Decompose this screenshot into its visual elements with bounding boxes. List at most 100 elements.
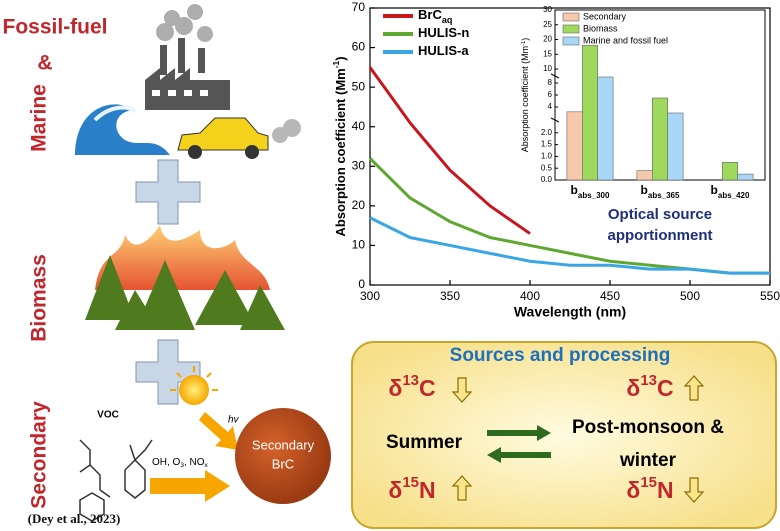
source-label: Fossil-fuel bbox=[2, 16, 107, 39]
isotope-label-part: C bbox=[657, 375, 674, 401]
x-tick-label: 300 bbox=[360, 289, 380, 303]
axis-break bbox=[550, 117, 560, 123]
y-axis-label-part: ) bbox=[333, 56, 348, 60]
oxidant-label-part: OH, O bbox=[152, 457, 181, 468]
inset-x-tick-label: babs_300 bbox=[571, 183, 610, 199]
isotope-label-part: 15 bbox=[640, 474, 657, 491]
inset-y-axis-label-part: -1 bbox=[521, 41, 527, 46]
inset-legend-label: Secondary bbox=[583, 11, 627, 21]
inset-y-tick-label: 6 bbox=[548, 90, 553, 99]
x-tick-label: 350 bbox=[440, 289, 460, 303]
oxidant-label-part: 3 bbox=[180, 462, 184, 469]
inset-y-axis-label-part: ) bbox=[520, 38, 530, 41]
data-line bbox=[369, 216, 770, 275]
x-tick-label: 400 bbox=[520, 289, 540, 303]
y-tick-label: 70 bbox=[352, 0, 366, 14]
isotope-label-part: N bbox=[419, 477, 436, 503]
inset-y-tick-label: 20 bbox=[543, 35, 552, 44]
isotope-label-part: δ bbox=[626, 477, 640, 503]
inset-y-tick-label: 25 bbox=[543, 20, 552, 29]
inset-y-tick-label: 2.0 bbox=[541, 128, 553, 137]
y-tick-label: 60 bbox=[352, 40, 366, 54]
brc-label: BrC bbox=[272, 456, 294, 471]
x-tick-label: 500 bbox=[680, 289, 700, 303]
legend-label-part: HULIS-n bbox=[418, 25, 469, 40]
inset-legend-swatch bbox=[562, 12, 580, 22]
isotope-label-part: 13 bbox=[402, 372, 419, 389]
oxidant-label: OH, O3, NOx bbox=[152, 457, 209, 470]
y-tick-label: 10 bbox=[352, 238, 366, 252]
x-tick-label: 450 bbox=[600, 289, 620, 303]
isotope-label: δ15N bbox=[626, 474, 673, 503]
inset-y-tick-label: 8 bbox=[548, 78, 553, 87]
bar bbox=[667, 112, 684, 181]
isotope-label-part: C bbox=[419, 375, 436, 401]
y-axis-label-part: -1 bbox=[331, 60, 341, 68]
inset-x-tick-label-part: abs_420 bbox=[718, 191, 750, 200]
illustrations bbox=[75, 4, 777, 529]
inset-x-tick-label-part: b bbox=[711, 183, 718, 197]
legend-label-part: aq bbox=[442, 15, 453, 25]
isotope-label: δ13C bbox=[388, 372, 435, 401]
y-tick-label: 20 bbox=[352, 198, 366, 212]
season-label: winter bbox=[619, 450, 677, 471]
isotope-label-part: δ bbox=[626, 375, 640, 401]
panel-title: Sources and processing bbox=[450, 345, 671, 366]
y-tick-label: 50 bbox=[352, 79, 366, 93]
inset-caption-box: Optical source apportionment bbox=[607, 206, 713, 244]
bar bbox=[581, 45, 598, 181]
inset-x-tick-label: babs_365 bbox=[641, 183, 680, 199]
inset-caption: Optical source apportionment bbox=[607, 206, 713, 244]
inset-y-tick-label: 30 bbox=[543, 5, 552, 14]
isotope-label-part: N bbox=[657, 477, 674, 503]
citation: (Dey et al., 2023) bbox=[28, 511, 121, 526]
plot-frame bbox=[369, 7, 771, 286]
bar bbox=[737, 173, 754, 181]
isotope-label: δ15N bbox=[388, 474, 435, 503]
bar bbox=[566, 111, 583, 181]
inset-y-axis-label: Absorption coefficient (Mm-1) bbox=[520, 38, 530, 153]
legend-label-part: HULIS-a bbox=[418, 43, 469, 58]
inset-y-axis-label-part: Absorption coefficient (Mm bbox=[520, 46, 530, 152]
inset-x-tick-label: babs_420 bbox=[711, 183, 750, 199]
axis-break bbox=[550, 73, 560, 79]
y-axis-label-part: Absorption coefficient (Mm bbox=[333, 68, 348, 236]
inset-legend-swatch bbox=[562, 24, 580, 34]
x-tick-label: 550 bbox=[760, 289, 780, 303]
inset-legend-label: Biomass bbox=[583, 23, 618, 33]
oxidant-label-part: x bbox=[205, 462, 209, 469]
y-axis-label: Absorption coefficient (Mm-1) bbox=[331, 56, 348, 236]
inset-y-tick-label: 10 bbox=[543, 64, 552, 73]
inset-y-tick-label: 0.0 bbox=[541, 175, 553, 184]
bar bbox=[636, 170, 653, 181]
hv-label: hv bbox=[228, 415, 240, 426]
y-tick-label: 40 bbox=[352, 119, 366, 133]
isotope-label-part: 13 bbox=[640, 372, 657, 389]
bar bbox=[651, 97, 668, 181]
oxidant-label-part: , NO bbox=[184, 457, 205, 468]
season-label: Post-monsoon & bbox=[572, 417, 724, 438]
isotope-label-part: δ bbox=[388, 477, 402, 503]
bar bbox=[721, 162, 738, 181]
inset-x-tick-label-part: abs_365 bbox=[648, 191, 680, 200]
inset-y-tick-label: 1.5 bbox=[541, 140, 553, 149]
y-tick-label: 30 bbox=[352, 158, 366, 172]
brc-label: Secondary bbox=[252, 437, 315, 452]
inset-y-tick-label: 4 bbox=[548, 102, 553, 111]
legend-label: BrCaq bbox=[418, 7, 452, 25]
data-line bbox=[368, 66, 531, 235]
bar bbox=[597, 76, 614, 181]
inset-y-tick-label: 1.0 bbox=[541, 152, 553, 161]
season-label: Summer bbox=[386, 432, 463, 453]
inset-legend-swatch bbox=[562, 36, 580, 46]
source-label: & bbox=[37, 52, 52, 75]
source-label: Secondary bbox=[28, 401, 51, 509]
inset-y-tick-label: 0.5 bbox=[541, 163, 553, 172]
inset-y-tick-label: 15 bbox=[543, 49, 552, 58]
legend-label-part: BrC bbox=[418, 7, 442, 22]
inset-legend-label: Marine and fossil fuel bbox=[583, 35, 668, 45]
inset-x-tick-label-part: b bbox=[641, 183, 648, 197]
source-label: Biomass bbox=[28, 254, 51, 342]
inset-x-tick-label-part: b bbox=[571, 183, 578, 197]
